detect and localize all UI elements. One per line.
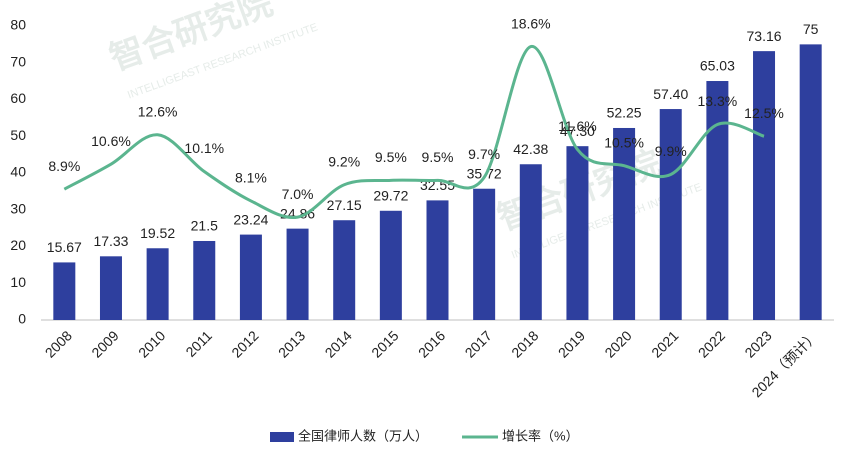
- line-value-label: 12.6%: [138, 103, 178, 119]
- bar: [193, 240, 216, 320]
- y-tick-label: 20: [10, 237, 26, 253]
- bar-value-label: 52.25: [607, 105, 642, 121]
- bar: [473, 188, 496, 320]
- bar: [426, 200, 449, 320]
- legend-label: 全国律师人数（万人）: [298, 428, 428, 443]
- line-value-label: 7.0%: [282, 186, 314, 202]
- line: [63, 45, 765, 219]
- line-value-label: 8.9%: [48, 158, 80, 174]
- bar: [379, 210, 402, 320]
- bar: [659, 109, 682, 321]
- line-value-label: 9.9%: [655, 143, 687, 159]
- bar: [566, 146, 589, 320]
- x-tick-label: 2013: [275, 327, 308, 360]
- y-tick-label: 70: [10, 53, 26, 69]
- line-value-label: 10.6%: [91, 133, 131, 149]
- line-value-label: 11.6%: [558, 118, 597, 134]
- x-tick-label: 2019: [555, 327, 588, 360]
- line-value-label: 9.7%: [468, 146, 500, 162]
- bar: [239, 234, 262, 320]
- bar: [799, 44, 822, 320]
- line-value-label: 10.5%: [604, 134, 644, 150]
- bar-value-label: 57.40: [653, 86, 688, 102]
- bar-value-label: 15.67: [47, 239, 82, 255]
- x-tick-label: 2017: [462, 327, 495, 360]
- y-tick-label: 60: [10, 90, 26, 106]
- y-tick-label: 10: [10, 274, 26, 290]
- bar-value-label: 75: [803, 21, 819, 37]
- legend-label: 增长率（%）: [502, 428, 579, 443]
- y-tick-label: 80: [10, 17, 26, 33]
- line-value-label: 9.5%: [422, 149, 454, 165]
- line-value-label: 13.3%: [698, 93, 738, 109]
- bar-value-label: 27.15: [327, 197, 362, 213]
- line-value-label: 18.6%: [511, 15, 551, 31]
- x-tick-label: 2009: [88, 327, 121, 360]
- bar: [753, 51, 776, 321]
- bar: [706, 81, 729, 321]
- x-tick-label: 2008: [42, 327, 75, 360]
- bar: [146, 248, 169, 320]
- x-tick-label: 2014: [322, 327, 355, 360]
- bar-value-label: 17.33: [93, 233, 128, 249]
- bar: [99, 256, 122, 320]
- bar: [286, 228, 309, 320]
- x-tick-label: 2023: [741, 327, 774, 360]
- line-value-label: 10.1%: [184, 140, 224, 156]
- bar: [333, 220, 356, 320]
- bar-value-label: 42.38: [513, 141, 548, 157]
- x-tick-label: 2022: [695, 327, 728, 360]
- bar: [613, 127, 636, 320]
- y-tick-label: 50: [10, 127, 26, 143]
- bar-value-label: 65.03: [700, 58, 735, 74]
- x-tick-label: 2018: [508, 327, 541, 360]
- y-tick-label: 30: [10, 200, 26, 216]
- line-value-label: 8.1%: [235, 170, 267, 186]
- bar-value-label: 23.24: [233, 211, 268, 227]
- bar-value-label: 24.86: [280, 205, 315, 221]
- x-tick-label: 2010: [135, 327, 168, 360]
- line-value-label: 12.5%: [744, 105, 784, 121]
- x-tick-label: 2021: [648, 327, 681, 360]
- bar-value-label: 19.52: [140, 225, 175, 241]
- x-tick-label: 2011: [182, 327, 215, 360]
- x-tick-label: 2020: [601, 327, 634, 360]
- x-tick-label: 2012: [228, 327, 261, 360]
- bar-value-label: 29.72: [373, 187, 408, 203]
- bar-value-label: 35.72: [467, 165, 502, 181]
- line-value-label: 9.5%: [375, 149, 407, 165]
- line-value-label: 9.2%: [328, 153, 360, 169]
- x-tick-label: 2015: [368, 327, 401, 360]
- y-tick-label: 40: [10, 164, 26, 180]
- bar-value-label: 21.5: [191, 218, 218, 234]
- y-tick-label: 0: [18, 311, 26, 327]
- bar-value-label: 73.16: [747, 28, 782, 44]
- x-tick-label: 2016: [415, 327, 448, 360]
- bar: [53, 262, 76, 320]
- legend-swatch: [270, 432, 294, 442]
- bar: [519, 164, 542, 320]
